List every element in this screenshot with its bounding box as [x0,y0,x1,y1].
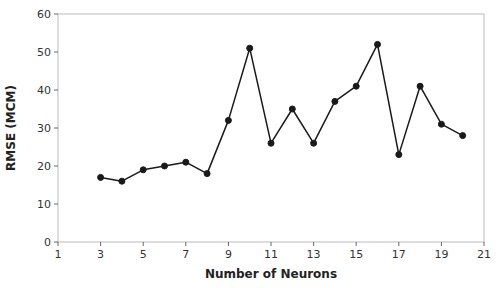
series [98,41,466,184]
x-tick [356,242,357,246]
y-tick-label: 20 [37,160,51,173]
x-tick [271,242,272,246]
line [101,44,463,181]
point [204,171,210,177]
x-axis: 13579111315171921 [55,242,492,261]
x-tick-label: 1 [55,248,62,261]
point [396,152,402,158]
x-tick-label: 3 [97,248,104,261]
y-axis-label: RMSE (MCM) [4,85,18,171]
point [311,140,317,146]
x-tick-label: 19 [434,248,448,261]
x-tick [313,242,314,246]
x-tick [398,242,399,246]
y-tick-label: 0 [44,236,51,249]
x-tick-label: 9 [225,248,232,261]
plot-frame [58,14,484,242]
y-tick [54,242,58,243]
x-tick [484,242,485,246]
x-tick [58,242,59,246]
chart-container: 135791113151719210102030405060Number of … [0,0,500,288]
y-tick [54,14,58,15]
y-tick-label: 40 [37,84,51,97]
point [162,163,168,169]
point [438,121,444,127]
point [247,45,253,51]
x-tick [228,242,229,246]
x-tick [143,242,144,246]
x-tick-label: 17 [392,248,406,261]
y-tick [54,204,58,205]
y-tick [54,52,58,53]
point [417,83,423,89]
x-tick [185,242,186,246]
x-tick-label: 5 [140,248,147,261]
point [353,83,359,89]
y-tick [54,90,58,91]
x-tick-label: 21 [477,248,491,261]
point [119,178,125,184]
x-axis-label: Number of Neurons [205,267,337,281]
x-tick-label: 13 [307,248,321,261]
y-tick [54,166,58,167]
y-tick [54,128,58,129]
chart: 135791113151719210102030405060Number of … [0,0,500,288]
point [183,159,189,165]
x-tick-label: 15 [349,248,363,261]
point [225,117,231,123]
point [268,140,274,146]
x-tick [100,242,101,246]
point [289,106,295,112]
point [460,133,466,139]
y-axis: 0 10 20 30 40 50 60 [37,8,58,249]
point [98,174,104,180]
x-tick [441,242,442,246]
x-tick-label: 11 [264,248,278,261]
x-tick-label: 7 [182,248,189,261]
y-tick-label: 60 [37,8,51,21]
y-tick-label: 50 [37,46,51,59]
point [332,98,338,104]
point [375,41,381,47]
y-tick-label: 10 [37,198,51,211]
point [140,167,146,173]
y-tick-label: 30 [37,122,51,135]
